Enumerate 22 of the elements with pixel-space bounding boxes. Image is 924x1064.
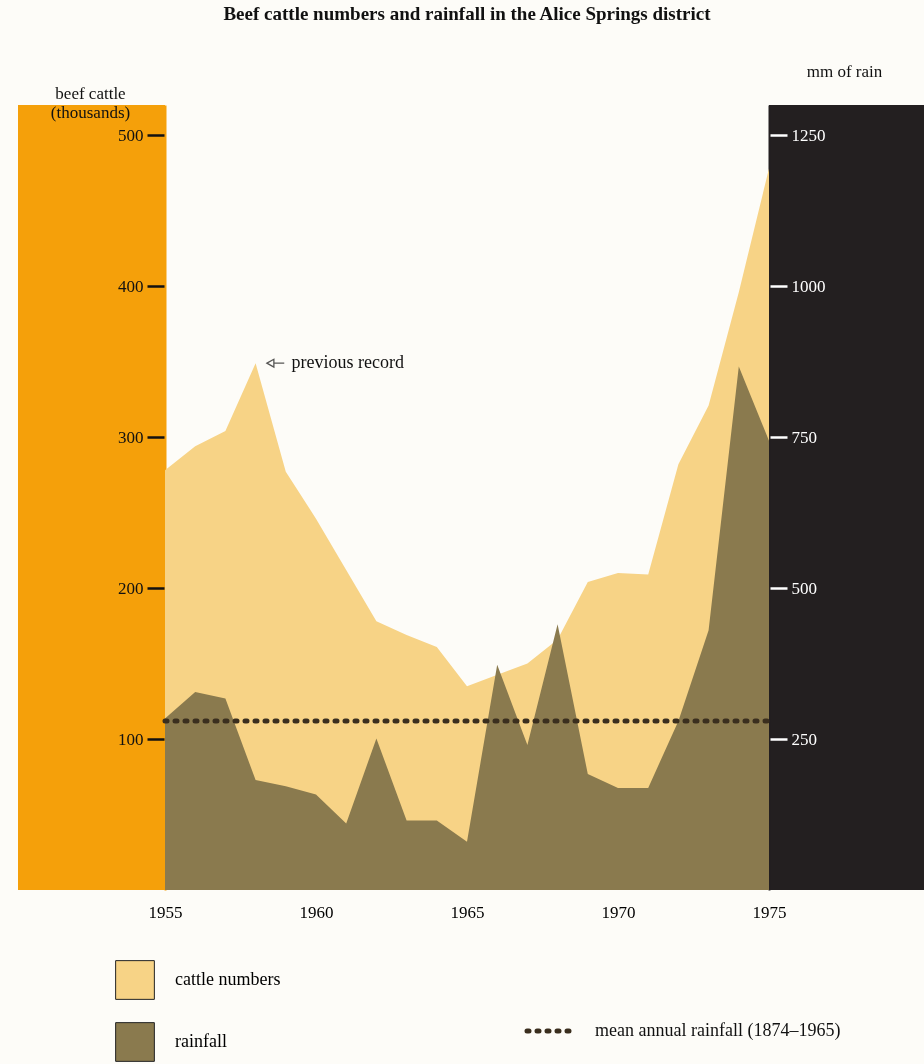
- y2-tick-label: 750: [791, 427, 817, 447]
- y-tick-label: 400: [118, 276, 144, 296]
- y-tick-label: 200: [118, 578, 144, 598]
- y-tick-label: 300: [118, 427, 144, 447]
- legend-label: cattle numbers: [175, 969, 281, 989]
- x-tick-label: 1955: [148, 902, 183, 922]
- x-tick-label: 1975: [752, 902, 787, 922]
- y2-tick-label: 500: [791, 578, 817, 598]
- y-tick-label: 100: [118, 729, 144, 749]
- x-tick-label: 1965: [450, 902, 485, 922]
- y-axis-title: beef cattle (thousands): [50, 83, 131, 122]
- legend-label: mean annual rainfall (1874–1965): [595, 1020, 841, 1041]
- x-tick-label: 1960: [299, 902, 334, 922]
- y2-axis-title: mm of rain: [806, 61, 883, 81]
- chart-title: Beef cattle numbers and rainfall in the Alice Springs district: [223, 3, 712, 24]
- annotation: previous record: [291, 352, 405, 373]
- x-tick-label: 1970: [601, 902, 636, 922]
- y2-tick-label: 250: [791, 729, 817, 749]
- y2-tick-label: 1000: [791, 276, 826, 296]
- y2-tick-label: 1250: [791, 125, 826, 145]
- legend-label: rainfall: [175, 1031, 227, 1051]
- y-tick-label: 500: [118, 125, 144, 145]
